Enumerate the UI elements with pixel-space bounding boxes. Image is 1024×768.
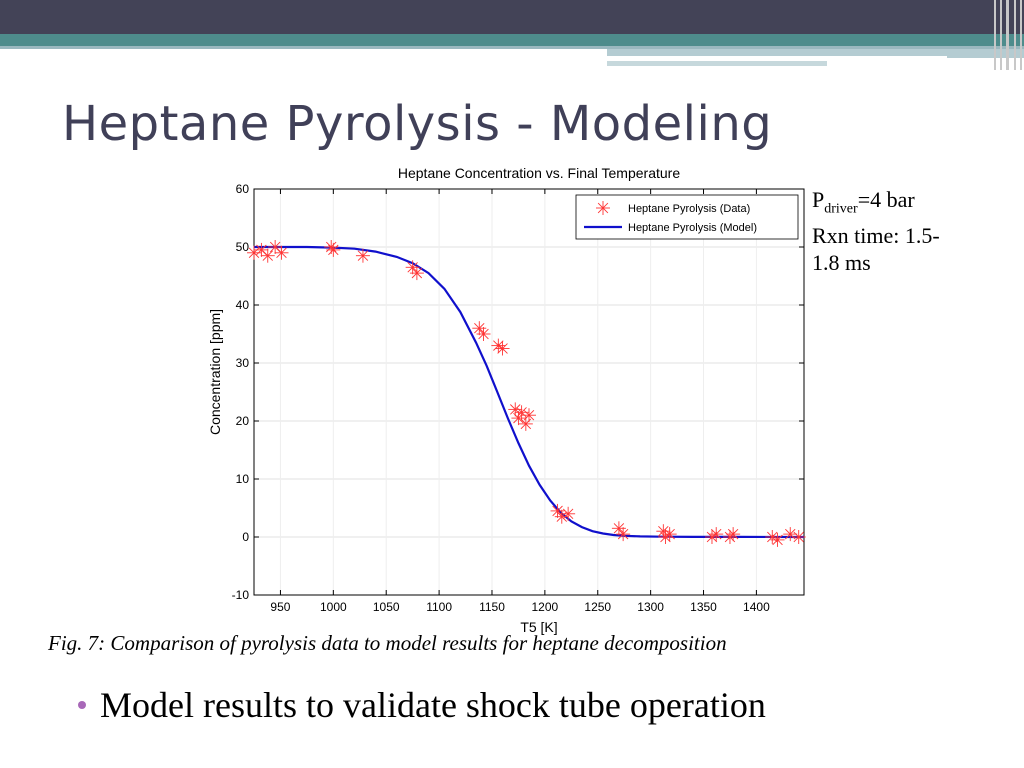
data-point (274, 245, 289, 260)
chart-title: Heptane Concentration vs. Final Temperat… (398, 165, 680, 181)
legend-data-label: Heptane Pyrolysis (Data) (628, 203, 750, 215)
decorative-bar (607, 61, 827, 66)
bullet-item: Model results to validate shock tube ope… (78, 684, 766, 726)
y-tick-label: 10 (236, 472, 250, 486)
decorative-bar (607, 56, 947, 58)
y-tick-label: 60 (236, 182, 250, 196)
data-point (518, 416, 533, 431)
bullet-dot-icon (78, 700, 86, 709)
decorative-vertical-lines (990, 0, 1024, 70)
data-point (616, 527, 631, 542)
y-tick-label: 20 (236, 414, 250, 428)
figure-caption: Fig. 7: Comparison of pyrolysis data to … (48, 631, 727, 655)
data-point (662, 527, 677, 542)
x-axis-label: T5 [K] (520, 619, 557, 635)
data-point (508, 402, 523, 417)
data-point (472, 321, 487, 336)
plot-frame (253, 188, 805, 596)
x-tick-label: 950 (270, 600, 290, 614)
concentration-chart: Heptane Concentration vs. Final Temperat… (207, 165, 806, 635)
data-point (491, 338, 506, 353)
reaction-time-line2: 1.8 ms (812, 250, 871, 276)
data-point (260, 248, 275, 263)
y-tick-label: 50 (236, 240, 250, 254)
y-tick-label: 40 (236, 298, 250, 312)
data-point (355, 248, 370, 263)
data-point (522, 408, 536, 423)
y-tick-label: -10 (232, 588, 250, 602)
data-point (495, 341, 510, 356)
header-band-light (0, 46, 1024, 49)
x-tick-label: 1000 (320, 600, 347, 614)
y-tick-label: 30 (236, 356, 250, 370)
decorative-bar (607, 49, 1024, 58)
reaction-time-line1: Rxn time: 1.5- (812, 223, 940, 249)
x-tick-label: 1100 (426, 600, 452, 614)
data-point (561, 506, 576, 521)
legend-model-label: Heptane Pyrolysis (Model) (628, 222, 757, 234)
data-point (409, 266, 424, 281)
bullet-text: Model results to validate shock tube ope… (100, 685, 766, 725)
x-tick-label: 1300 (637, 600, 664, 614)
data-point (326, 242, 341, 257)
plot-area (254, 189, 804, 595)
data-point (709, 527, 724, 542)
data-point (791, 530, 806, 544)
x-tick-label: 1200 (532, 600, 559, 614)
header-band-dark (0, 0, 1024, 34)
y-axis-label: Concentration [ppm] (207, 309, 223, 435)
conditions-note: Pdriver=4 bar Rxn time: 1.5- 1.8 ms (812, 186, 992, 276)
slide-title: Heptane Pyrolysis - Modeling (62, 96, 773, 152)
y-tick-label: 0 (242, 530, 249, 544)
driver-pressure: Pdriver=4 bar (812, 187, 915, 217)
x-tick-label: 1400 (743, 600, 770, 614)
header-band-teal (0, 34, 1024, 46)
chart-legend: Heptane Pyrolysis (Data) Heptane Pyrolysi… (575, 194, 799, 240)
data-point (726, 527, 741, 542)
legend-box (575, 194, 799, 240)
data-point (554, 509, 569, 524)
legend-data-marker (596, 201, 610, 215)
x-tick-label: 1150 (479, 600, 505, 614)
x-tick-label: 1250 (584, 600, 611, 614)
x-tick-label: 1050 (373, 600, 400, 614)
x-tick-label: 1350 (690, 600, 717, 614)
data-point (770, 532, 785, 547)
data-point (476, 327, 491, 341)
